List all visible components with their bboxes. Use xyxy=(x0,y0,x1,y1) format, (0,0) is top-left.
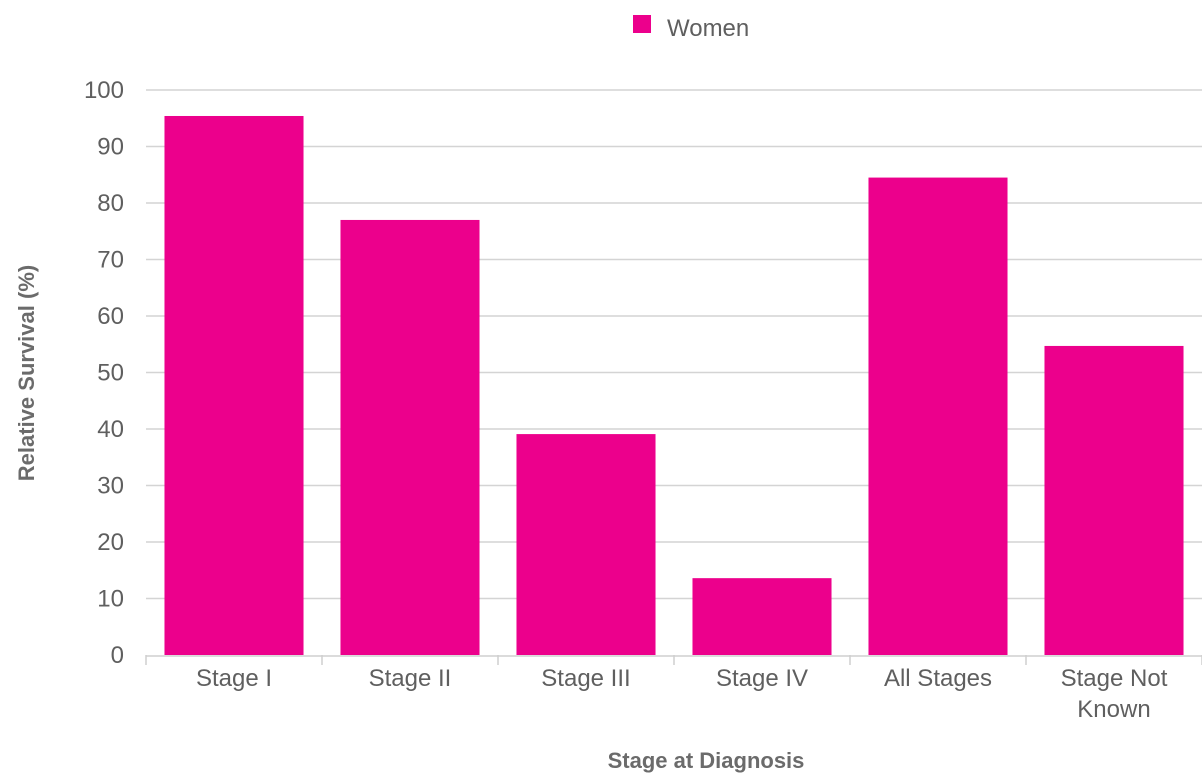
y-tick-label-30: 30 xyxy=(97,473,124,500)
x-tick-label-line: Stage Not xyxy=(1061,665,1168,692)
y-tick-label-0: 0 xyxy=(111,642,124,669)
x-axis-labels: Stage I Stage II Stage III Stage IV All Stag… xyxy=(196,665,1168,723)
bars xyxy=(164,115,1184,656)
legend-label-women: Women xyxy=(667,15,749,42)
x-tick-label-line: All Stages xyxy=(884,665,992,692)
y-tick-label-100: 100 xyxy=(84,77,124,104)
bar-all-stages xyxy=(868,177,1008,655)
y-tick-label-20: 20 xyxy=(97,529,124,556)
x-tick-label-stage-iv: Stage IV xyxy=(716,665,808,692)
gridlines xyxy=(146,89,1202,600)
legend: Women xyxy=(633,15,749,42)
x-tick-label-stage-not-known: Stage Not Known xyxy=(1061,665,1168,723)
y-tick-label-10: 10 xyxy=(97,586,124,613)
y-tick-label-90: 90 xyxy=(97,134,124,161)
x-tick-label-line: Stage IV xyxy=(716,665,808,692)
x-tick-label-line: Stage II xyxy=(369,665,452,692)
x-tick-label-all-stages: All Stages xyxy=(884,665,992,692)
y-tick-label-60: 60 xyxy=(97,303,124,330)
legend-swatch-women xyxy=(633,15,651,33)
bar-stage-iv xyxy=(692,578,832,655)
y-tick-label-50: 50 xyxy=(97,360,124,387)
x-tick-label-line: Stage III xyxy=(541,665,630,692)
x-tick-label-stage-i: Stage I xyxy=(196,665,272,692)
x-axis xyxy=(145,655,1202,665)
bar-stage-iii xyxy=(516,434,656,655)
bar-stage-ii xyxy=(340,219,480,655)
x-tick-label-line: Known xyxy=(1077,696,1150,723)
bar-stage-not-known xyxy=(1044,345,1184,655)
y-tick-label-70: 70 xyxy=(97,247,124,274)
x-tick-label-stage-iii: Stage III xyxy=(541,665,630,692)
y-axis-ticks: 0 10 20 30 40 50 60 70 80 90 100 xyxy=(84,77,124,669)
x-axis-title: Stage at Diagnosis xyxy=(608,748,805,773)
y-tick-label-40: 40 xyxy=(97,416,124,443)
x-tick-label-stage-ii: Stage II xyxy=(369,665,452,692)
x-tick-label-line: Stage I xyxy=(196,665,272,692)
y-axis-title: Relative Survival (%) xyxy=(14,265,39,481)
y-tick-label-80: 80 xyxy=(97,190,124,217)
bar-stage-i xyxy=(164,115,304,656)
